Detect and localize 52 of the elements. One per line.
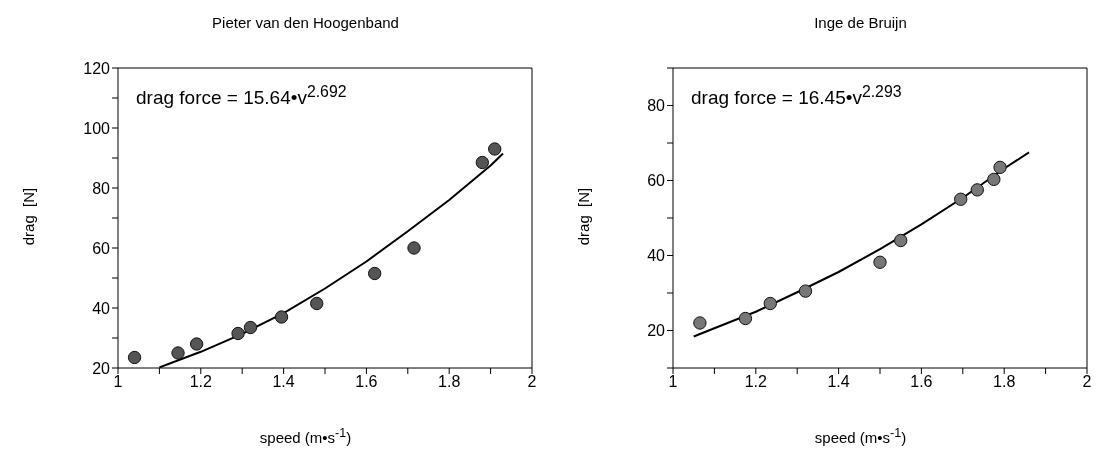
point: [475, 155, 489, 170]
y-axis-title: drag [N]: [574, 187, 592, 246]
point: [763, 296, 777, 311]
point: [693, 316, 707, 330]
point: [873, 255, 887, 269]
point: [894, 233, 908, 248]
x-tick-label: 1.6: [910, 373, 933, 391]
point: [368, 266, 382, 281]
x-tick-label: 1.4: [272, 373, 295, 391]
x-tick-label: 1.8: [438, 373, 461, 391]
point: [954, 192, 968, 206]
x-tick-label: 1: [668, 373, 678, 391]
point: [274, 310, 289, 324]
point: [407, 241, 421, 255]
point: [243, 320, 258, 335]
point: [189, 337, 204, 351]
y-axis-title: drag [N]: [19, 187, 37, 246]
y-tick-label: 100: [83, 119, 111, 137]
y-tick-label: 60: [647, 172, 666, 190]
annotation: drag force = 15.64•v$^{2.692}$: [136, 83, 347, 110]
chart-title: Inge de Bruijn: [813, 14, 908, 31]
annotation: drag force = 16.45•v$^{2.293}$: [691, 83, 902, 110]
point: [310, 296, 324, 311]
point: [127, 350, 142, 365]
x-tick-label: 2: [527, 373, 537, 391]
x-axis-title: speed (m•s$^{-1}$): [813, 426, 908, 446]
x-tick-label: 1.8: [993, 373, 1016, 391]
point: [231, 326, 245, 341]
y-tick-label: 20: [647, 322, 666, 340]
x-tick-label: 1.2: [744, 373, 768, 391]
y-tick-label: 60: [92, 239, 111, 257]
x-tick-label: 2: [1082, 373, 1092, 391]
y-tick-label: 120: [83, 59, 111, 77]
point: [171, 346, 185, 360]
y-tick-label: 40: [647, 247, 666, 265]
x-tick-label: 1.2: [189, 373, 213, 391]
x-axis-title: speed (m•s$^{-1}$): [258, 426, 353, 446]
point: [987, 172, 1001, 187]
line-series: [692, 151, 1031, 338]
x-tick-label: 1.6: [355, 373, 378, 391]
chart-title: Pieter van den Hoogenband: [211, 14, 400, 31]
point: [798, 284, 813, 298]
y-tick-label: 80: [647, 97, 666, 115]
x-tick-label: 1: [113, 373, 123, 391]
y-tick-label: 40: [92, 299, 111, 317]
point: [488, 142, 502, 156]
point: [993, 160, 1007, 175]
y-tick-label: 20: [92, 359, 111, 377]
y-tick-label: 80: [92, 179, 111, 197]
point: [970, 183, 984, 197]
x-tick-label: 1.4: [827, 373, 850, 391]
point: [738, 311, 753, 326]
